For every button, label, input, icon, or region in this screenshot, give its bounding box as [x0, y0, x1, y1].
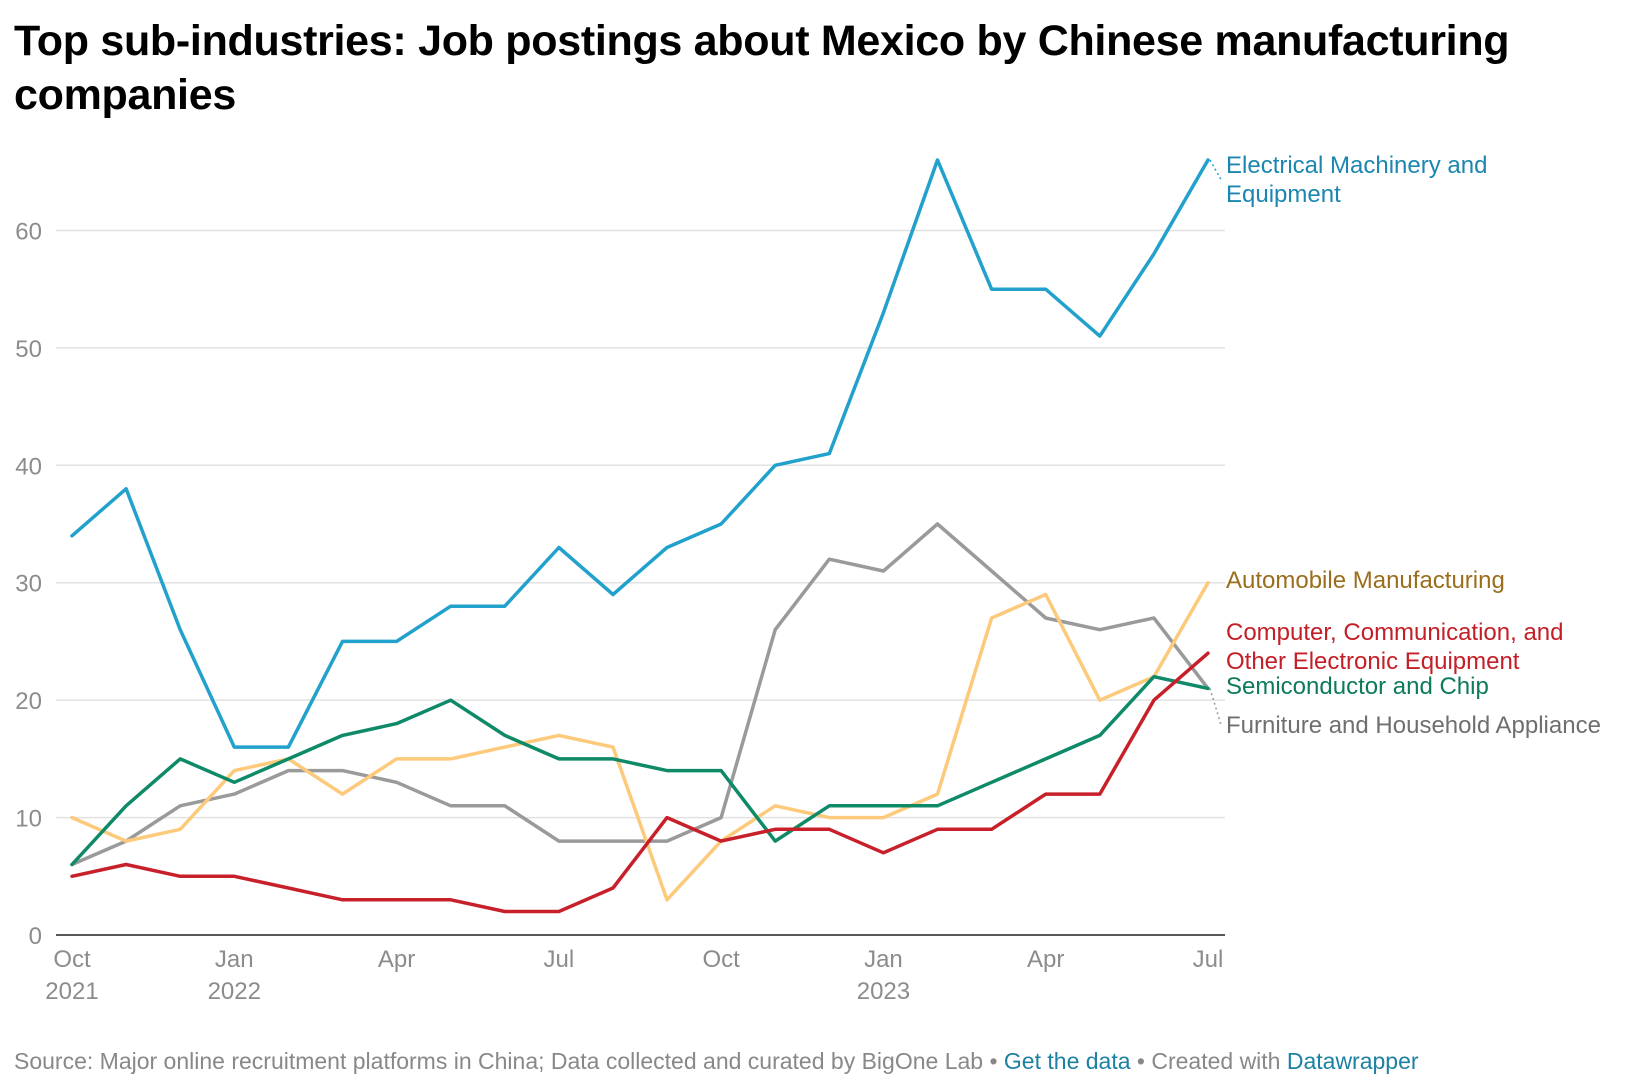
series-label-electrical-machinery-and-equipment: Electrical Machinery and Equipment	[1226, 152, 1487, 208]
series-line-computer-communication-and-other-electronic-equipment	[70, 651, 1210, 914]
y-tick-label: 10	[15, 806, 42, 833]
label-connector	[1209, 159, 1222, 180]
y-tick-label: 60	[15, 218, 42, 245]
series-label-semiconductor-and-chip: Semiconductor and Chip	[1226, 673, 1489, 700]
x-tick-label: Jan	[864, 946, 903, 973]
series-label-line: Electrical Machinery and	[1226, 152, 1487, 179]
series-line-semiconductor-and-chip	[70, 674, 1210, 867]
footer-separator: •	[983, 1048, 1004, 1074]
x-tick-label: Jul	[1193, 946, 1224, 973]
series-labels: Electrical Machinery and Equipment Furnitu…	[1209, 152, 1601, 739]
y-tick-label: 40	[15, 453, 42, 480]
series-line-automobile-manufacturing	[70, 580, 1210, 902]
datawrapper-link[interactable]: Datawrapper	[1286, 1048, 1419, 1074]
y-tick-label: 30	[15, 571, 42, 598]
y-axis: 0 10 20 30 40 50 60	[15, 218, 42, 950]
series-label-furniture-and-household-appliance: Furniture and Household Appliance	[1226, 712, 1601, 739]
series-label-automobile-manufacturing: Automobile Manufacturing	[1226, 567, 1505, 594]
series-label-line: Equipment	[1226, 181, 1341, 208]
y-tick-label: 50	[15, 336, 42, 363]
y-tick-label: 20	[15, 688, 42, 715]
x-tick-label: Oct	[53, 946, 91, 973]
footer: Source: Major online recruitment platfor…	[14, 1048, 1419, 1075]
series-label-line: Automobile Manufacturing	[1226, 567, 1505, 594]
created-with-text: • Created with	[1130, 1048, 1287, 1074]
x-tick-label: Oct	[702, 946, 740, 973]
x-tick-year-label: 2023	[857, 978, 910, 1005]
series-label-line: Furniture and Household Appliance	[1226, 712, 1601, 739]
series-lines	[70, 158, 1210, 914]
gridlines	[56, 229, 1225, 936]
y-tick-label: 0	[29, 923, 42, 950]
label-connector	[1209, 688, 1222, 726]
x-tick-label: Jul	[544, 946, 575, 973]
x-tick-label: Jan	[215, 946, 254, 973]
source-note: Source: Major online recruitment platfor…	[14, 1048, 984, 1074]
x-tick-label: Apr	[378, 946, 415, 973]
series-line-electrical-machinery-and-equipment	[70, 158, 1210, 749]
series-line-furniture-and-household-appliance	[70, 522, 1210, 867]
x-tick-label: Apr	[1027, 946, 1064, 973]
series-label-line: Other Electronic Equipment	[1226, 648, 1520, 675]
series-label-computer-communication-and-other-electronic-equipment: Computer, Communication, and Other Electr…	[1226, 619, 1564, 675]
get-the-data-link[interactable]: Get the data	[1003, 1048, 1131, 1074]
series-label-line: Computer, Communication, and	[1226, 619, 1564, 646]
series-label-line: Semiconductor and Chip	[1226, 673, 1489, 700]
x-tick-year-label: 2022	[208, 978, 261, 1005]
x-tick-year-label: 2021	[45, 978, 98, 1005]
chart-title: Top sub-industries: Job postings about M…	[14, 17, 1510, 119]
x-axis: Oct 2021 Jan 2022 Apr Jul Oct Jan 2023 Apr Jul	[45, 946, 1223, 1005]
